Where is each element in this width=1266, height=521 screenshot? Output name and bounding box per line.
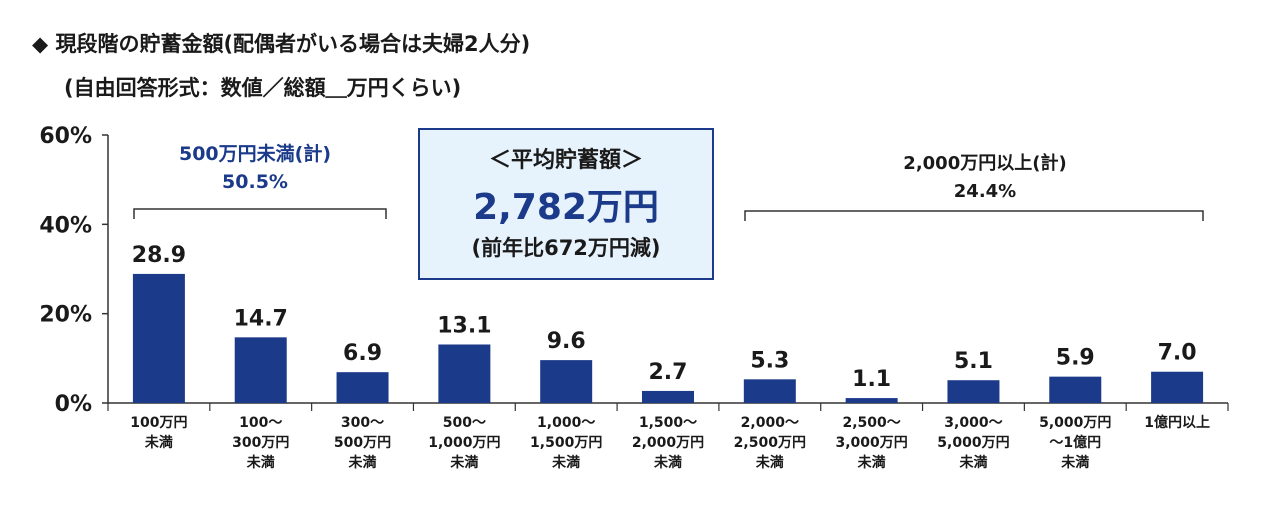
group-left-annotation: 500万円未満(計) 50.5% [140, 140, 370, 196]
bar [845, 398, 898, 403]
bar-value-label: 7.0 [1158, 341, 1197, 366]
bar [438, 344, 491, 403]
bar-value-label: 5.9 [1056, 346, 1095, 371]
group-right-annotation: 2,000万円以上(計) 24.4% [860, 150, 1110, 206]
x-tick-label: 2,500～ 3,000万円未満 [835, 415, 907, 471]
y-tick-label: 20% [39, 303, 92, 328]
bar-value-label: 14.7 [234, 306, 288, 331]
x-tick-label: 1,500～ 2,000万円未満 [632, 415, 704, 471]
bar-value-label: 6.9 [343, 341, 382, 366]
bar [743, 379, 796, 403]
bar-value-label: 1.1 [852, 367, 891, 392]
y-tick-label: 60% [39, 124, 92, 149]
bar-value-label: 28.9 [132, 243, 186, 268]
group-right-value: 24.4% [953, 181, 1017, 202]
y-tick-label: 0% [55, 392, 92, 417]
x-tick-label: 300～ 500万円未満 [334, 415, 391, 471]
bar [642, 390, 694, 403]
bar-value-label: 5.3 [750, 348, 789, 373]
callout-note: (前年比672万円減) [471, 236, 661, 260]
x-tick-label: 5,000万円～1億円未満 [1039, 415, 1111, 471]
group-right-bracket [744, 210, 1204, 221]
bar [1049, 376, 1102, 403]
x-tick-label: 100万円未満 [130, 415, 187, 451]
chart-title: ◆ 現段階の貯蓄金額(配偶者がいる場合は夫婦2人分) [32, 32, 531, 56]
bar [132, 273, 185, 403]
callout-label: ＜平均貯蓄額＞ [488, 148, 643, 173]
bar [1151, 371, 1204, 403]
x-tick-label: 1億円以上 [1144, 414, 1210, 431]
bar-value-label: 5.1 [954, 349, 993, 374]
callout-value: 2,782万円 [473, 187, 659, 228]
group-right-label: 2,000万円以上(計) [903, 153, 1067, 174]
bar-value-label: 2.7 [649, 360, 688, 385]
x-tick-label: 2,000～ 2,500万円未満 [734, 415, 806, 471]
average-savings-callout: ＜平均貯蓄額＞ 2,782万円 (前年比672万円減) [418, 128, 714, 280]
bar [947, 380, 1000, 403]
group-left-bracket [133, 208, 387, 219]
x-tick-label: 1,000～ 1,500万円未満 [530, 415, 602, 471]
bar-value-label: 9.6 [547, 329, 586, 354]
bar [234, 337, 287, 403]
group-left-value: 50.5% [222, 171, 288, 193]
x-tick-label: 500～ 1,000万円未満 [428, 415, 500, 471]
bar-value-label: 13.1 [437, 313, 491, 338]
chart-subtitle: (自由回答形式：数値／総額＿万円くらい) [64, 76, 462, 100]
x-tick-label: 3,000～ 5,000万円未満 [937, 415, 1009, 471]
y-tick-label: 40% [39, 213, 92, 238]
bar [540, 360, 593, 403]
group-left-label: 500万円未満(計) [178, 143, 332, 165]
bar [336, 372, 389, 403]
x-tick-label: 100～ 300万円未満 [232, 415, 289, 471]
